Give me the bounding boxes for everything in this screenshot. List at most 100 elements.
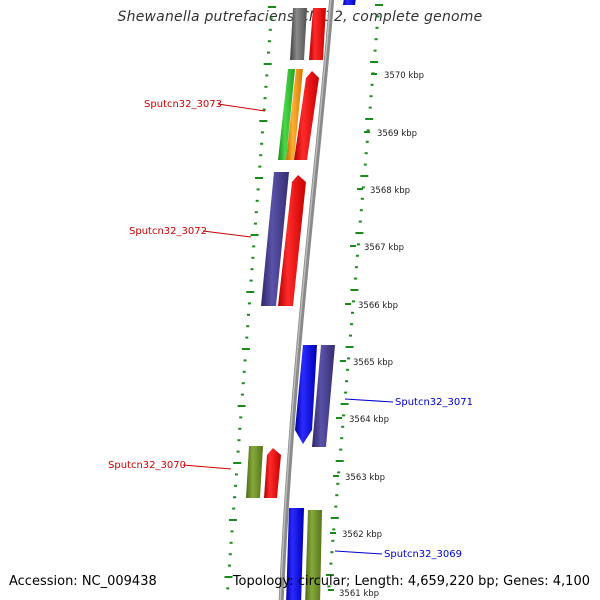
ring-tick-mark xyxy=(240,393,244,396)
ring-tick-mark xyxy=(233,462,242,464)
ring-tick-mark xyxy=(263,97,267,100)
ring-tick-mark xyxy=(263,63,272,65)
ring-tick-mark xyxy=(232,507,236,510)
leader-line-3073 xyxy=(217,103,266,112)
length-value: 4,659,220 bp xyxy=(407,574,495,589)
topology-label: Topology: xyxy=(232,574,294,589)
gene-feature-blue-top[interactable] xyxy=(343,0,356,5)
ring-tick-mark xyxy=(239,416,243,419)
gene-label-3070[interactable]: Sputcn32_3070 xyxy=(108,460,186,471)
ring-tick-mark xyxy=(363,163,367,166)
kbp-tick-label: 3568 kbp xyxy=(370,186,410,196)
ring-tick-mark xyxy=(353,277,357,280)
ring-tick-mark xyxy=(237,439,241,442)
gene-feature-red[interactable] xyxy=(309,8,326,60)
ring-tick-mark xyxy=(256,188,260,191)
ring-tick-mark xyxy=(228,519,237,521)
ring-tick-mark xyxy=(354,266,358,269)
kbp-tick xyxy=(371,73,377,75)
ring-tick-mark xyxy=(237,405,246,407)
ring-tick-mark xyxy=(233,496,237,499)
ring-tick-mark xyxy=(370,61,379,63)
ring-tick-mark xyxy=(364,152,368,155)
gene-feature-olive-3069[interactable] xyxy=(305,510,322,600)
ring-tick-mark xyxy=(230,530,234,533)
ring-tick-mark xyxy=(358,220,362,223)
ring-tick-mark xyxy=(250,268,254,271)
ring-tick-mark xyxy=(331,539,335,542)
gene-feature-purple-3072[interactable] xyxy=(261,172,289,306)
genome-stats: Topology: circular; Length: 4,659,220 bp… xyxy=(232,574,590,589)
leader-line-3070 xyxy=(182,464,232,470)
leader-line-3069 xyxy=(334,550,383,555)
ring-tick-mark xyxy=(262,108,266,111)
ring-tick-mark xyxy=(376,15,380,18)
gene-label-3071[interactable]: Sputcn32_3071 xyxy=(395,397,473,408)
ring-tick-mark xyxy=(344,391,348,394)
gene-feature-orange[interactable] xyxy=(286,69,303,160)
gene-feature-red-3072[interactable] xyxy=(278,175,306,306)
ring-tick-mark xyxy=(334,505,338,508)
ring-tick-mark xyxy=(245,336,249,339)
kbp-tick-label: 3563 kbp xyxy=(345,473,385,483)
ring-tick-mark xyxy=(350,289,359,291)
ring-tick-mark xyxy=(347,357,351,360)
gene-feature-red-3073[interactable] xyxy=(294,71,319,160)
ring-tick-mark xyxy=(375,26,379,29)
genes-label: Genes: xyxy=(503,574,549,589)
ring-tick-mark xyxy=(259,154,263,157)
gene-group-top xyxy=(290,0,356,60)
outer-tick-ring-right xyxy=(325,4,383,588)
gene-feature-gray[interactable] xyxy=(290,8,307,60)
ring-tick-mark xyxy=(337,471,341,474)
ring-tick-mark xyxy=(265,74,269,77)
ring-tick-mark xyxy=(254,211,258,214)
kbp-tick xyxy=(350,245,356,247)
ring-tick-mark xyxy=(374,38,378,41)
gene-feature-green[interactable] xyxy=(278,69,295,160)
kbp-tick-label: 3562 kbp xyxy=(342,530,382,540)
outer-tick-ring-left xyxy=(224,6,276,590)
ring-tick-mark xyxy=(370,83,374,86)
ring-tick-mark xyxy=(351,311,354,314)
ring-tick-mark xyxy=(249,279,253,282)
gene-label-3073[interactable]: Sputcn32_3073 xyxy=(144,99,222,110)
ring-tick-mark xyxy=(360,197,364,200)
kbp-tick-label: 3564 kbp xyxy=(349,415,389,425)
ring-tick-mark xyxy=(352,300,355,303)
gene-feature-blue-3071[interactable] xyxy=(295,345,317,444)
ring-tick-mark xyxy=(368,106,372,109)
ring-tick-mark xyxy=(227,564,231,567)
gene-feature-olive-3070[interactable] xyxy=(246,446,263,498)
ring-tick-mark xyxy=(335,460,344,462)
gene-group-3072 xyxy=(261,172,306,306)
kbp-tick-label: 3566 kbp xyxy=(358,301,398,311)
ring-tick-mark xyxy=(375,4,383,6)
genome-backbone-highlight xyxy=(279,0,332,600)
ring-tick-mark xyxy=(224,576,233,578)
ring-tick-mark xyxy=(247,313,250,316)
ring-tick-mark xyxy=(228,553,232,556)
genome-backbone xyxy=(278,0,335,600)
gene-feature-red-3070[interactable] xyxy=(264,448,281,498)
kbp-tick-label: 3567 kbp xyxy=(364,243,404,253)
ring-tick-mark xyxy=(345,380,349,383)
gene-label-3069[interactable]: Sputcn32_3069 xyxy=(384,549,462,560)
kbp-tick-label: 3565 kbp xyxy=(353,358,393,368)
gene-feature-purple-3071[interactable] xyxy=(312,345,335,447)
ring-tick-mark xyxy=(336,482,340,485)
ring-tick-mark xyxy=(260,142,264,145)
kbp-tick-label: 3570 kbp xyxy=(384,71,424,81)
ring-tick-mark xyxy=(250,234,259,236)
leader-line-3071 xyxy=(344,398,394,403)
ring-tick-mark xyxy=(350,323,353,326)
gene-feature-blue-3069[interactable] xyxy=(286,508,304,600)
ring-tick-mark xyxy=(332,528,336,531)
ring-tick-mark xyxy=(238,427,242,430)
ring-tick-mark xyxy=(269,17,273,20)
ring-tick-mark xyxy=(252,245,256,248)
ring-tick-mark xyxy=(268,6,276,8)
gene-label-3072[interactable]: Sputcn32_3072 xyxy=(129,226,207,237)
ring-tick-mark xyxy=(255,199,259,202)
